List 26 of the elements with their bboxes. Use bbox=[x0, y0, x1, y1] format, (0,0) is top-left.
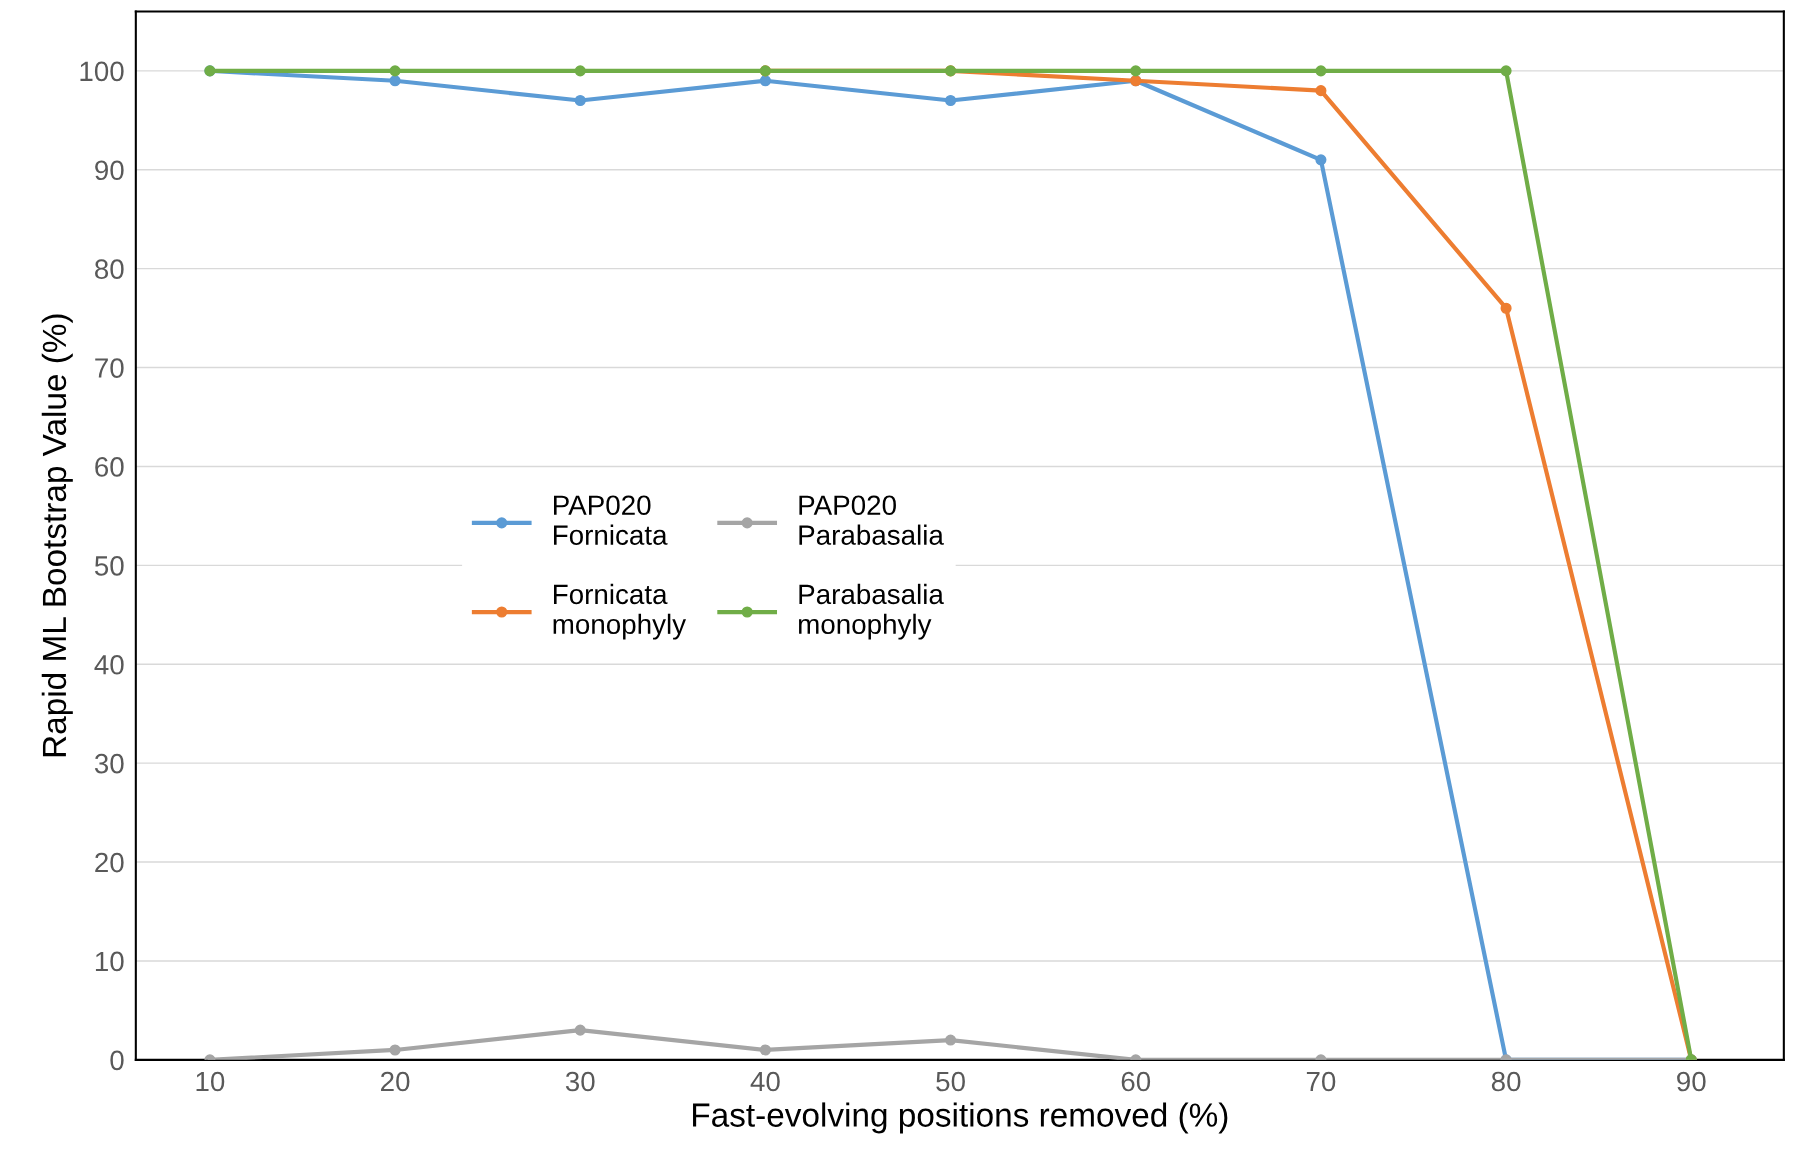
x-tick-label: 10 bbox=[196, 1071, 225, 1092]
legend-label: Fornicata monophyly bbox=[553, 583, 686, 640]
legend-label: PAP020 Fornicata bbox=[554, 495, 668, 545]
x-tick-label: 90 bbox=[1677, 1071, 1706, 1092]
x-tick-label: 70 bbox=[1306, 1071, 1336, 1092]
y-tick-label: 50 bbox=[94, 556, 124, 576]
y-tick-label: 0 bbox=[110, 1050, 124, 1071]
x-tick-label: 80 bbox=[1491, 1071, 1521, 1092]
y-tick-label: 80 bbox=[95, 259, 124, 279]
legend-label: Parabasalia monophyly bbox=[799, 583, 944, 640]
x-tick-label: 60 bbox=[1121, 1071, 1151, 1092]
y-tick-label: 90 bbox=[95, 160, 124, 181]
x-tick-label: 30 bbox=[565, 1071, 595, 1092]
x-tick-label: 20 bbox=[381, 1071, 410, 1092]
y-tick-label: 20 bbox=[95, 852, 124, 873]
y-tick-label: 10 bbox=[95, 951, 124, 972]
y-tick-label: 70 bbox=[95, 358, 124, 378]
y-tick-label: 40 bbox=[94, 654, 124, 675]
y-axis-title: Rapid ML Bootstrap Value (%) bbox=[41, 314, 73, 757]
x-tick-label: 40 bbox=[750, 1071, 780, 1092]
y-tick-label: 100 bbox=[80, 61, 124, 82]
x-tick-label: 50 bbox=[936, 1071, 965, 1092]
legend-label: PAP020 Parabasalia bbox=[799, 495, 944, 545]
x-axis-title: Fast-evolving positions removed (%) bbox=[693, 1102, 1228, 1134]
y-tick-label: 30 bbox=[94, 753, 124, 774]
y-tick-label: 60 bbox=[95, 457, 124, 477]
